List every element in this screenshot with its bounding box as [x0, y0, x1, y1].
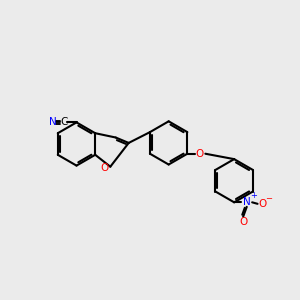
Text: O: O	[196, 149, 204, 159]
Text: O: O	[101, 163, 109, 173]
Text: C: C	[60, 117, 68, 128]
Text: O: O	[239, 217, 247, 227]
Text: −: −	[266, 194, 272, 203]
Text: N: N	[49, 117, 56, 128]
Text: O: O	[258, 199, 266, 209]
Text: +: +	[250, 191, 257, 200]
Text: N: N	[243, 197, 250, 207]
